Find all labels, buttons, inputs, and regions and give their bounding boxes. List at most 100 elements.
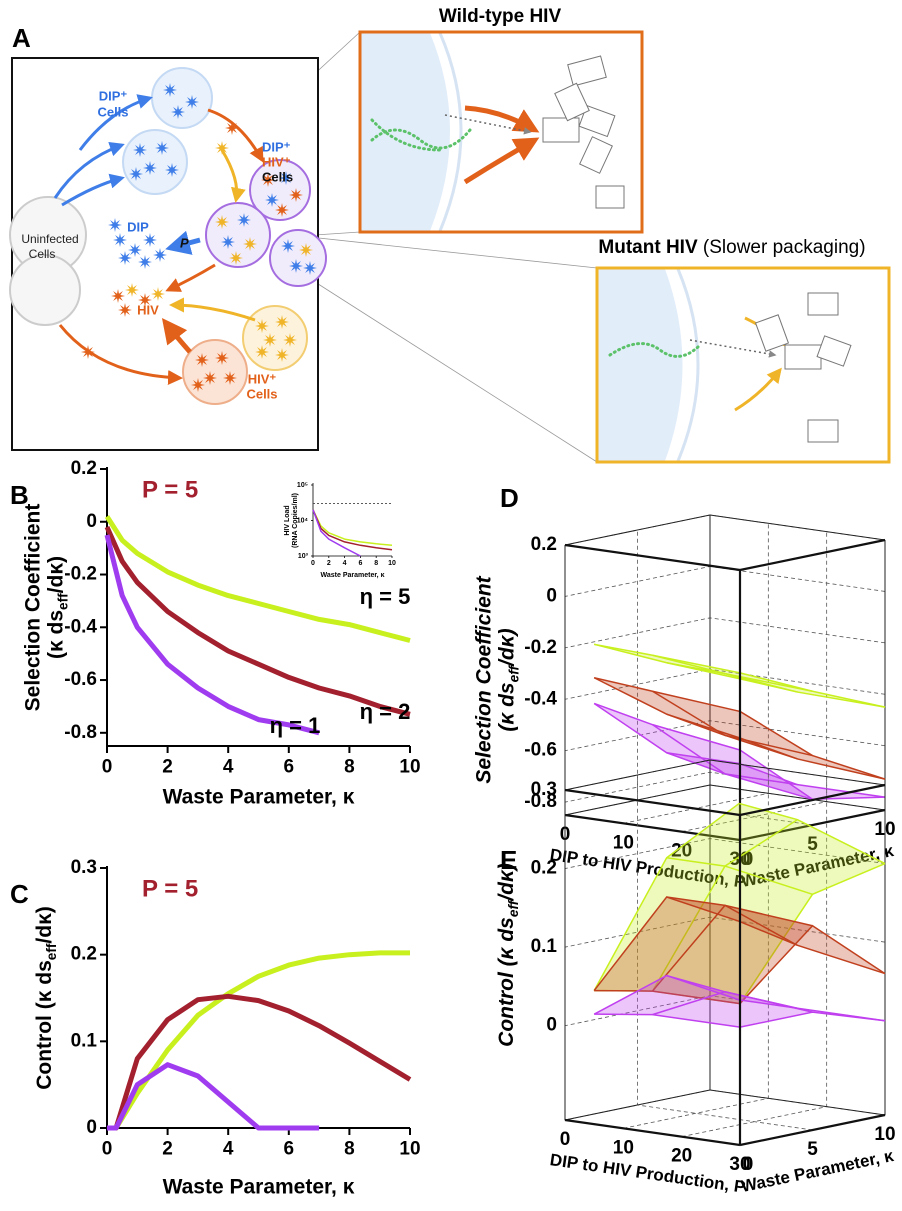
box-edge bbox=[739, 808, 886, 842]
cell bbox=[242, 305, 308, 371]
z-tick-label: 0.1 bbox=[531, 936, 558, 957]
label-part: eff bbox=[56, 593, 71, 610]
label-part: /dκ) bbox=[495, 628, 518, 667]
chart-title: P = 5 bbox=[142, 875, 198, 902]
label: Cells bbox=[262, 169, 293, 184]
x-tick-label: 10 bbox=[399, 756, 420, 777]
label-part: eff bbox=[506, 899, 521, 917]
x-tick-label: 0 bbox=[311, 560, 315, 567]
x-tick-label: 8 bbox=[374, 560, 378, 567]
y-axis-label: (RNA Copies/ml) bbox=[292, 493, 299, 548]
label: HIV bbox=[137, 302, 159, 317]
wildtype-inset: Wild-type HIV bbox=[358, 6, 644, 234]
surface-patch bbox=[652, 905, 813, 1004]
particle bbox=[542, 117, 580, 143]
x-tick-label: 6 bbox=[358, 560, 362, 567]
line-series bbox=[107, 1062, 320, 1131]
star-icon bbox=[281, 239, 295, 253]
surface-patch bbox=[594, 677, 725, 736]
x-tick-label: 2 bbox=[162, 1138, 173, 1159]
star-icon bbox=[129, 167, 143, 181]
label: Uninfected bbox=[21, 232, 78, 246]
surface-line bbox=[738, 677, 886, 708]
y-tick-label: -0.6 bbox=[64, 669, 97, 690]
particle bbox=[784, 344, 822, 370]
x-tick-label: 0 bbox=[102, 1138, 113, 1159]
particle bbox=[807, 419, 839, 443]
box-edge bbox=[564, 1089, 711, 1121]
surface-patch bbox=[725, 735, 885, 780]
box-edge bbox=[739, 538, 886, 572]
star-icon bbox=[108, 218, 122, 232]
particle bbox=[554, 82, 590, 122]
x2-tick-label: 5 bbox=[807, 1139, 818, 1160]
label-part: HIV Load bbox=[284, 505, 291, 535]
panel-label: C bbox=[10, 879, 29, 909]
star-icon bbox=[299, 243, 313, 257]
x-tick-label: 6 bbox=[284, 756, 295, 777]
x2-tick-label: 0 bbox=[743, 1154, 754, 1175]
surface-line bbox=[739, 672, 886, 708]
arrow bbox=[169, 297, 256, 322]
annotation: η = 5 bbox=[360, 584, 411, 609]
surface-line bbox=[594, 643, 741, 674]
surface-patch bbox=[666, 752, 798, 785]
x-tick-label: 2 bbox=[162, 756, 173, 777]
surface-patch bbox=[594, 975, 725, 1015]
box-edge bbox=[564, 813, 741, 842]
box-edge bbox=[564, 788, 741, 817]
cell bbox=[9, 254, 81, 326]
title-part: Mutant HIV bbox=[598, 237, 698, 258]
star-icon bbox=[128, 243, 142, 257]
surface-line bbox=[594, 1013, 741, 1028]
star-icon bbox=[289, 188, 303, 202]
star-icon bbox=[113, 233, 127, 247]
particle bbox=[754, 314, 790, 352]
connector bbox=[289, 265, 598, 463]
star-icon bbox=[155, 141, 169, 155]
panel-label: A bbox=[12, 23, 31, 53]
x-axis-label: Waste Parameter, κ bbox=[163, 786, 355, 809]
star-icon bbox=[275, 315, 289, 329]
arrow bbox=[207, 108, 264, 163]
z-tick-label: 0.2 bbox=[531, 858, 557, 879]
label-part: Control (κ ds bbox=[495, 917, 518, 1047]
star-icon bbox=[237, 213, 251, 227]
y-axis-label: Selection Coefficient bbox=[472, 575, 495, 783]
box-edge bbox=[709, 759, 886, 786]
box-edge bbox=[739, 783, 886, 817]
line-series bbox=[312, 509, 393, 551]
x-tick-label: 20 bbox=[671, 1146, 692, 1167]
box-edge bbox=[709, 514, 886, 541]
star-icon bbox=[303, 261, 317, 275]
star-icon bbox=[191, 378, 205, 392]
surface-patch bbox=[652, 691, 813, 756]
arrow bbox=[161, 318, 192, 354]
cell bbox=[122, 129, 188, 195]
particle bbox=[567, 55, 607, 87]
y-axis-label: Control (κ dseff/dκ) bbox=[495, 863, 522, 1047]
x-axis-label: Waste Parameter, κ bbox=[163, 1176, 355, 1199]
star-icon bbox=[163, 83, 177, 97]
arrow bbox=[734, 367, 782, 412]
star-icon bbox=[195, 353, 209, 367]
star-icon bbox=[255, 345, 269, 359]
x-tick-label: 4 bbox=[343, 560, 347, 567]
arrow bbox=[165, 230, 201, 255]
x-tick-label: 10 bbox=[399, 1138, 420, 1159]
y-axis-label: Control (κ dseff/dκ) bbox=[33, 906, 60, 1090]
star-icon bbox=[143, 233, 157, 247]
x-tick-label: 0 bbox=[102, 756, 113, 777]
label: Cells bbox=[246, 386, 277, 401]
star-icon bbox=[151, 287, 165, 301]
surface-patch bbox=[594, 644, 725, 674]
y-tick-label: 0.3 bbox=[71, 857, 97, 878]
star-icon bbox=[275, 203, 289, 217]
label-part: Control (κ ds bbox=[33, 960, 56, 1090]
chart-title: P = 5 bbox=[142, 476, 198, 503]
surface-line bbox=[738, 920, 886, 975]
line-series bbox=[107, 993, 412, 1131]
star-icon bbox=[289, 259, 303, 273]
z-tick-label: 0 bbox=[546, 585, 557, 606]
